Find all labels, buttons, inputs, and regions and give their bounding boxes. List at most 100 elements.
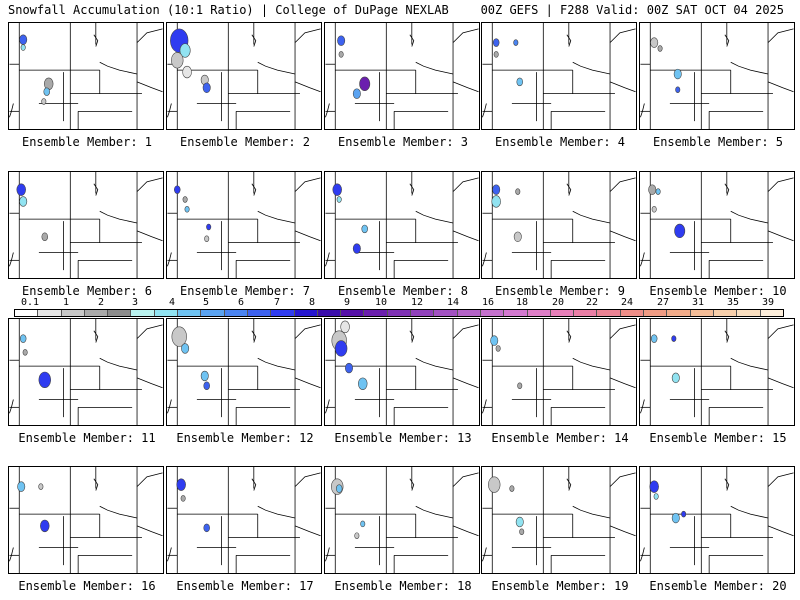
member-label: Ensemble Member: 10 [649,284,787,298]
state-boundary-line [566,478,572,491]
state-boundary-line [294,324,321,339]
ensemble-map-panel [324,171,480,279]
state-boundary-line [609,28,636,43]
state-boundary-line [257,357,296,371]
snowfall-area [361,224,368,234]
snowfall-area [206,223,212,231]
member-label: Ensemble Member: 1 [21,135,153,149]
ensemble-map-panel [639,466,795,574]
snowfall-area [492,38,500,47]
snowfall-area [674,223,686,239]
colorbar-tick-label: 31 [691,297,705,308]
state-boundary-line [294,28,321,43]
state-boundary-line [724,183,730,196]
colorbar-tick-label: 2 [97,297,105,308]
colorbar-swatch [154,310,179,316]
state-boundary-line [730,61,769,75]
colorbar-swatch [294,310,318,316]
snowfall-area [352,243,361,254]
state-boundary-map [167,467,321,573]
snowfall-area [513,39,519,46]
snowfall-area [180,495,186,502]
state-boundary-line [325,399,330,414]
state-boundary-line [251,478,257,491]
state-boundary-line [93,478,99,491]
snowfall-area [491,195,501,208]
snowfall-area [182,65,192,79]
snowfall-area [358,377,368,390]
colorbar-swatch [317,310,342,316]
colorbar-tick-label: 4 [168,297,176,308]
snowfall-area [495,345,501,352]
state-boundary-line [724,330,730,343]
run-info: 00Z GEFS | F288 Valid: 00Z SAT OCT 04 20… [480,3,784,17]
state-boundary-map [482,23,636,129]
ensemble-map-panel [166,318,322,426]
state-boundary-line [9,252,14,267]
colorbar-swatch [550,310,575,316]
state-boundary-line [415,357,454,371]
colorbar-tick-label: 39 [761,297,775,308]
snowfall-area [184,206,190,213]
member-label: Ensemble Member: 9 [494,284,626,298]
snowfall-area [335,484,343,493]
snowfall-area [179,43,191,58]
state-boundary-line [136,377,163,389]
colorbar-swatch [667,310,691,316]
state-boundary-map [325,467,479,573]
snowfall-area [332,183,342,196]
member-label: Ensemble Member: 8 [337,284,469,298]
colorbar-swatch [644,310,668,316]
colorbar-swatch [364,310,388,316]
state-boundary-map [9,319,163,425]
colorbar-tick-label: 20 [551,297,565,308]
state-boundary-line [566,34,572,47]
member-label: Ensemble Member: 7 [179,284,311,298]
colorbar-swatch [61,310,85,316]
state-boundary-line [767,472,794,487]
state-boundary-map [482,172,636,278]
colorbar-swatch [620,310,645,316]
snowfall-area [517,382,523,389]
colorbar-swatch [178,310,202,316]
state-boundary-line [257,210,296,224]
snowfall-area [38,483,44,490]
state-boundary-line [566,183,572,196]
snowfall-area [671,335,677,342]
ensemble-map-panel [8,22,164,130]
snowfall-area [336,196,342,203]
state-boundary-line [452,324,479,339]
colorbar-swatch [387,310,412,316]
snowfall-area [200,370,209,382]
state-boundary-line [609,377,636,389]
member-label: Ensemble Member: 6 [21,284,153,298]
snowfall-area [41,232,49,241]
snowfall-area [40,519,50,533]
state-boundary-line [415,210,454,224]
state-boundary-line [572,210,611,224]
colorbar-swatch [457,310,481,316]
member-label: Ensemble Member: 15 [649,431,787,445]
snowfall-area [340,320,350,334]
state-boundary-map [9,467,163,573]
state-boundary-line [136,230,163,242]
state-boundary-map [482,467,636,573]
member-label: Ensemble Member: 18 [334,579,472,593]
ensemble-map-panel [481,22,637,130]
state-boundary-line [136,525,163,537]
colorbar-swatch [201,310,225,316]
colorbar-swatch [271,310,295,316]
state-boundary-line [609,324,636,339]
state-boundary-line [251,183,257,196]
colorbar-swatch [84,310,109,316]
state-boundary-line [452,230,479,242]
snowfall-area [675,86,681,93]
state-boundary-line [136,472,163,487]
state-boundary-line [415,505,454,519]
snowfall-area [171,52,184,69]
state-boundary-line [257,505,296,519]
snowfall-area [22,349,28,356]
state-boundary-line [99,505,138,519]
ensemble-map-panel [324,22,480,130]
state-boundary-map [167,319,321,425]
